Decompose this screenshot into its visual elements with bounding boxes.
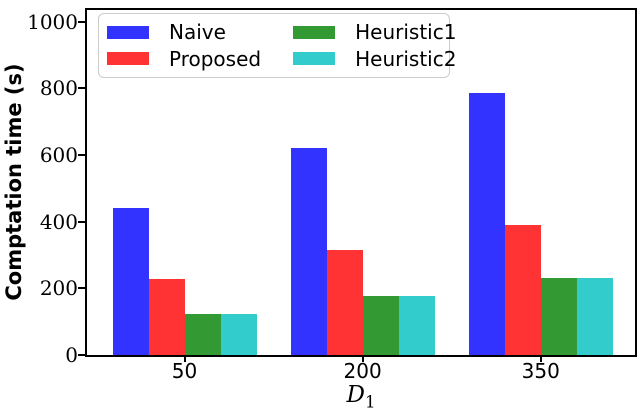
y-tick-label-200: 200 [39,276,78,301]
legend-item-heuristic1: Heuristic1 [293,22,456,42]
bar-proposed-350 [504,225,541,355]
y-axis-label: Comptation time (s) [2,63,26,301]
bar-naive-50 [112,208,149,355]
y-tick-600 [78,154,85,156]
legend-label-heuristic1: Heuristic1 [355,20,457,45]
legend-label-naive: Naive [169,20,226,45]
plot-area: Naive Proposed Heuristic1 Heuristic2 [78,8,637,362]
x-tick-200 [361,355,364,362]
y-tick-label-400: 400 [39,209,78,234]
bar-heuristic1-350 [540,278,577,355]
x-axis-label: D1 [346,382,376,411]
x-axis-label-sub: 1 [364,392,376,412]
y-tick-label-0: 0 [65,343,78,367]
bar-heuristic1-50 [184,313,221,355]
legend-label-heuristic2: Heuristic2 [355,46,457,71]
y-tick-label-600: 600 [39,143,78,167]
bar-heuristic2-200 [398,295,435,355]
bar-heuristic2-350 [576,277,613,355]
x-tick-label-200: 200 [343,359,382,383]
bar-proposed-200 [326,250,363,355]
legend-label-proposed: Proposed [169,46,262,71]
x-tick-label-50: 50 [171,359,198,383]
x-axis-label-base: D [346,382,365,408]
legend-item-proposed: Proposed [107,49,261,69]
legend-item-heuristic2: Heuristic2 [293,49,456,69]
legend: Naive Proposed Heuristic1 Heuristic2 [98,13,456,78]
y-tick-label-1000: 1000 [27,9,78,34]
y-tick-200 [78,287,85,290]
bar-heuristic1-200 [362,295,399,355]
x-tick-50 [183,355,186,362]
legend-swatch-heuristic2 [293,52,336,66]
bar-proposed-50 [148,279,185,355]
legend-swatch-naive [107,25,149,39]
bar-heuristic2-50 [220,313,257,355]
legend-swatch-proposed [107,52,149,66]
y-tick-800 [78,87,85,90]
legend-swatch-heuristic1 [293,25,336,39]
x-tick-label-350: 350 [521,359,560,383]
y-tick-label-800: 800 [39,76,78,101]
legend-item-naive: Naive [107,22,261,42]
y-tick-0 [78,354,85,356]
y-tick-1000 [78,20,85,23]
bar-naive-200 [290,148,327,355]
bar-naive-350 [468,92,505,355]
x-tick-350 [539,355,542,362]
y-tick-400 [78,220,85,223]
